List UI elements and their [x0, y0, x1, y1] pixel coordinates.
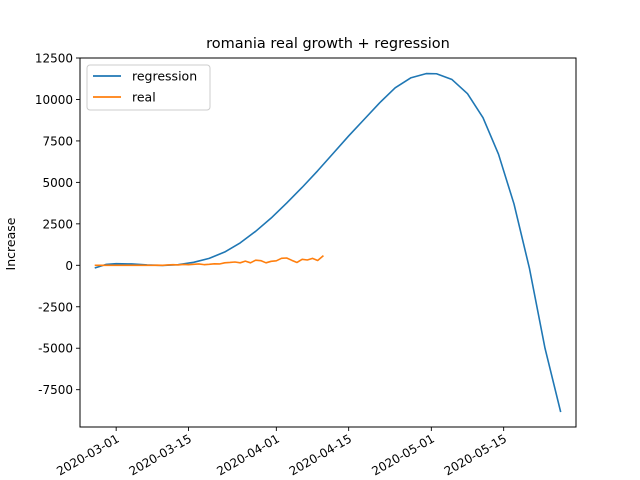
plot-area: [94, 72, 562, 413]
y-tick-label: -5000: [38, 342, 73, 356]
axes-frame: [79, 57, 577, 428]
y-axis-label: Increase: [3, 217, 18, 270]
y-tick-label: -2500: [38, 300, 73, 314]
y-tick-label: 2500: [42, 217, 73, 231]
y-tick-label: -7500: [38, 383, 73, 397]
y-tick-label: 5000: [42, 176, 73, 190]
y-tick-label: 0: [65, 259, 73, 273]
legend: regression real: [86, 64, 211, 111]
y-tick-label: 12500: [35, 52, 73, 66]
y-tick-label: 7500: [42, 134, 73, 148]
chart-title: romania real growth + regression: [206, 36, 450, 52]
legend-label-real: real: [132, 90, 156, 105]
series-line-real: [94, 255, 324, 267]
y-tick-label: 10000: [35, 93, 73, 107]
legend-label-regression: regression: [132, 69, 197, 84]
